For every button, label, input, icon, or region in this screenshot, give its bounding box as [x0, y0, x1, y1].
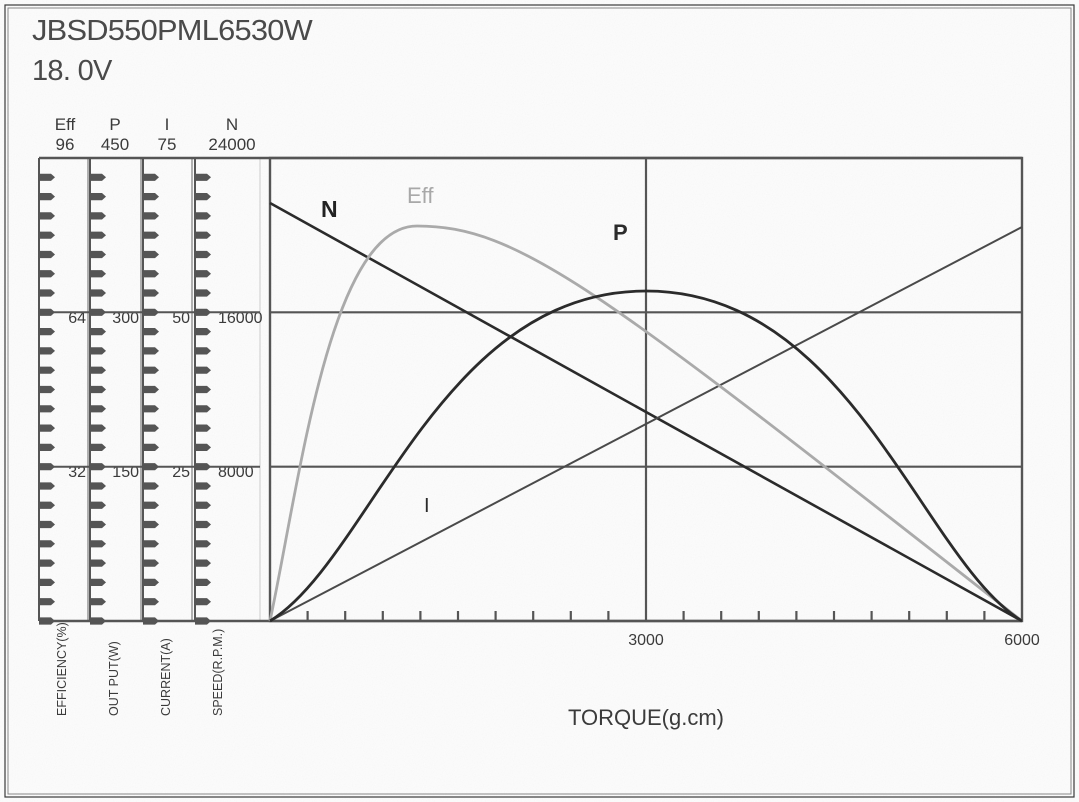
svg-text:N: N — [321, 196, 338, 222]
svg-text:I: I — [424, 495, 430, 517]
svg-text:96: 96 — [56, 135, 75, 154]
svg-text:OUT PUT(W): OUT PUT(W) — [107, 641, 121, 716]
svg-text:450: 450 — [101, 135, 129, 154]
svg-text:P: P — [613, 220, 628, 245]
svg-text:24000: 24000 — [208, 135, 255, 154]
svg-text:Eff: Eff — [55, 115, 76, 134]
svg-text:3000: 3000 — [628, 632, 664, 649]
svg-text:I: I — [165, 115, 170, 134]
svg-text:6000: 6000 — [1004, 632, 1040, 649]
svg-text:JBSD550PML6530W: JBSD550PML6530W — [32, 15, 313, 47]
svg-text:CURRENT(A): CURRENT(A) — [159, 638, 173, 716]
svg-text:Eff: Eff — [407, 183, 434, 208]
svg-text:SPEED(R.P.M.): SPEED(R.P.M.) — [211, 629, 225, 716]
svg-text:N: N — [226, 115, 238, 134]
svg-text:18. 0V: 18. 0V — [32, 55, 113, 87]
svg-text:TORQUE(g.cm): TORQUE(g.cm) — [568, 705, 724, 730]
svg-text:EFFICIENCY(%): EFFICIENCY(%) — [55, 622, 69, 716]
svg-text:75: 75 — [158, 135, 177, 154]
svg-text:P: P — [109, 115, 120, 134]
